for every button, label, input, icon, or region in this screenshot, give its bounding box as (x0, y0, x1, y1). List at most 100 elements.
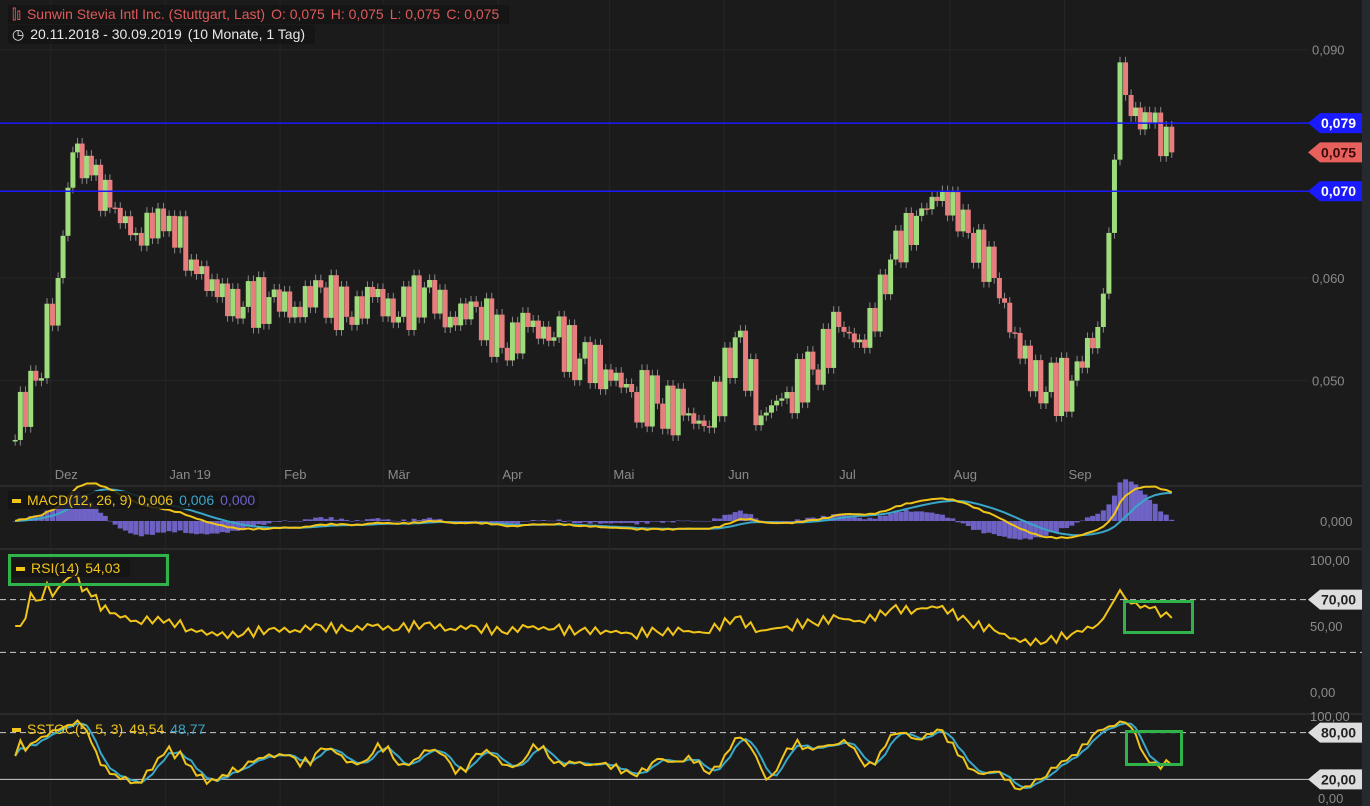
candle-up (219, 283, 225, 298)
candle-up (805, 351, 811, 403)
candle-up (960, 209, 966, 232)
macd-histogram-bar (458, 521, 464, 522)
macd-histogram-bar (965, 521, 971, 527)
macd-histogram-bar (794, 519, 800, 521)
macd-histogram-bar (416, 520, 422, 521)
x-tick-label: Mai (613, 467, 634, 482)
candle-down (1158, 112, 1164, 157)
macd-histogram-bar (122, 521, 128, 531)
macd-histogram-bar (986, 521, 992, 533)
candle-down (235, 288, 241, 319)
macd-histogram-bar (945, 517, 951, 521)
macd-histogram-bar (670, 521, 676, 523)
candle-down (138, 232, 144, 246)
candle-up (986, 246, 992, 282)
candle-up (603, 369, 609, 390)
macd-legend[interactable]: MACD(12, 26, 9) 0,006 0,006 0,000 (8, 491, 260, 509)
candle-up (592, 344, 598, 384)
macd-histogram-bar (1048, 521, 1054, 533)
candle-up (245, 281, 251, 307)
candle-down (478, 306, 484, 341)
macd-histogram-bar (1043, 521, 1049, 536)
candle-up (1106, 232, 1112, 294)
macd-histogram-bar (748, 514, 754, 521)
macd-histogram-bar (370, 518, 376, 521)
macd-histogram-bar (188, 521, 194, 534)
candle-up (857, 339, 863, 343)
date-range[interactable]: 20.11.2018 - 30.09.2019 (30, 26, 182, 42)
sstoc-legend[interactable]: SSTOC(5, 5, 3) 49,54 48,77 (8, 720, 215, 738)
candle-up (302, 286, 308, 318)
candle-down (996, 278, 1002, 299)
candle-up (144, 212, 150, 246)
candle-down (701, 420, 707, 427)
macd-histogram-bar (1133, 484, 1139, 521)
macd-histogram-bar (592, 521, 598, 523)
candle-up (732, 337, 738, 379)
macd-histogram-bar (297, 521, 303, 522)
candle-up (93, 164, 99, 176)
candle-up (820, 328, 826, 385)
candle-down (991, 246, 997, 278)
candle-down (473, 301, 479, 307)
candle-down (981, 229, 987, 282)
candle-up (385, 298, 391, 317)
candle-down (691, 413, 697, 424)
candle-up (768, 405, 774, 413)
instrument-title: Sunwin Stevia Intl Inc. (Stuttgart, Last… (26, 6, 266, 22)
sstoc-k-value: 49,54 (129, 721, 165, 737)
candle-down (727, 347, 733, 379)
candle-up (1069, 380, 1075, 412)
candle-up (427, 279, 433, 288)
candle-down (1053, 362, 1059, 417)
candle-down (370, 286, 376, 298)
candle-up (758, 415, 764, 426)
last-price-tag (1308, 142, 1362, 163)
last-price-label: 0,075 (1321, 144, 1356, 160)
macd-histogram-bar (680, 520, 686, 522)
candlestick-icon[interactable]: ⫿⫾ (12, 6, 21, 22)
candle-up (665, 385, 671, 429)
y-tick-label: 0,050 (1312, 374, 1345, 389)
x-tick-label: Aug (954, 467, 977, 482)
macd-histogram-bar (359, 520, 365, 522)
candle-up (950, 192, 956, 216)
candle-up (230, 288, 236, 317)
scrollbar[interactable] (1362, 0, 1370, 806)
macd-histogram-value: 0,000 (220, 492, 256, 508)
macd-histogram-bar (1079, 520, 1085, 522)
candle-down (442, 289, 448, 328)
macd-histogram-bar (903, 509, 909, 521)
candle-down (670, 385, 676, 436)
candle-up (84, 155, 90, 179)
candle-down (172, 215, 178, 248)
macd-histogram-bar (250, 521, 256, 528)
macd-histogram-bar (737, 510, 743, 521)
candle-down (1012, 332, 1018, 334)
macd-histogram-bar (846, 515, 852, 521)
macd-histogram-bar (1100, 510, 1106, 521)
sstoc-d-value: 48,77 (170, 721, 206, 737)
candle-down (629, 384, 635, 393)
macd-histogram-bar (1017, 521, 1023, 540)
macd-histogram-bar (380, 519, 386, 521)
macd-histogram-bar (421, 518, 427, 521)
macd-histogram-bar (133, 521, 139, 535)
rsi-legend[interactable]: RSI(14) 54,03 (12, 559, 131, 577)
macd-histogram-bar (117, 521, 123, 529)
macd-histogram-bar (138, 521, 144, 537)
macd-histogram-bar (732, 512, 738, 521)
candle-up (737, 330, 743, 338)
candle-down (107, 179, 113, 208)
candle-up (209, 279, 215, 291)
macd-histogram-bar (1033, 521, 1039, 538)
macd-histogram-bar (649, 521, 655, 522)
macd-histogram-bar (1038, 521, 1044, 538)
macd-histogram-bar (155, 521, 161, 533)
candle-up (577, 358, 583, 381)
candle-up (976, 229, 982, 263)
candle-down (851, 333, 857, 343)
macd-histogram-bar (437, 518, 443, 521)
candle-up (313, 280, 319, 308)
